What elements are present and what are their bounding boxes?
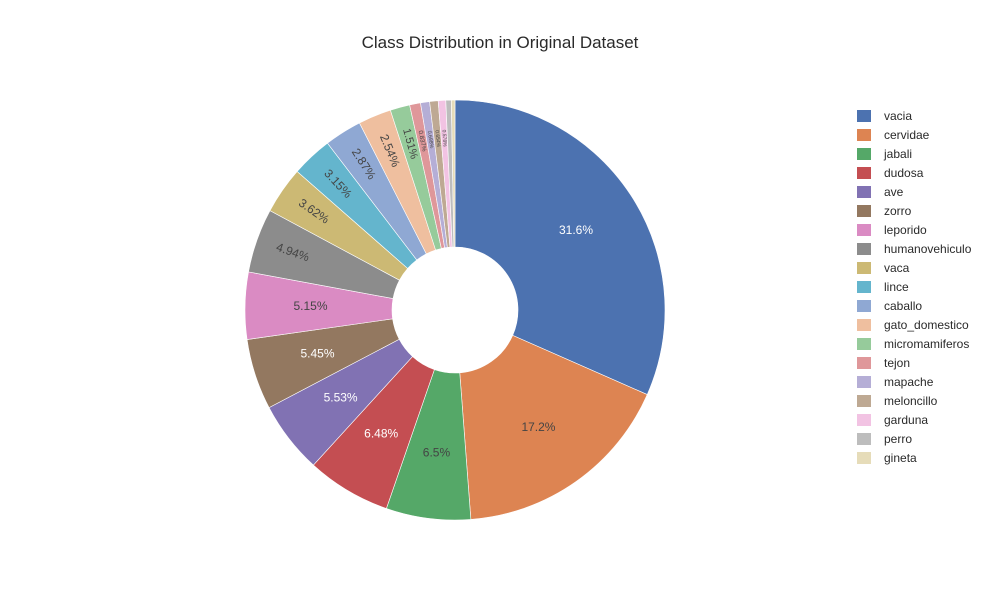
legend-label: micromamiferos: [884, 336, 970, 351]
legend-label: gineta: [884, 450, 917, 465]
legend-item-lince[interactable]: lince: [857, 277, 971, 296]
legend-label: zorro: [884, 203, 912, 218]
legend-item-zorro[interactable]: zorro: [857, 201, 971, 220]
legend-item-vacia[interactable]: vacia: [857, 106, 971, 125]
legend-item-jabali[interactable]: jabali: [857, 144, 971, 163]
legend-label: cervidae: [884, 127, 930, 142]
slice-label-ave: 5.53%: [324, 390, 358, 404]
legend-item-tejon[interactable]: tejon: [857, 353, 971, 372]
legend-swatch: [857, 166, 871, 179]
slice-label-tejon: 0.837%: [417, 130, 428, 153]
legend-swatch: [857, 280, 871, 293]
legend-label: jabali: [884, 146, 913, 161]
legend-item-cervidae[interactable]: cervidae: [857, 125, 971, 144]
legend-label: garduna: [884, 412, 929, 427]
legend-swatch: [857, 242, 871, 255]
legend-item-mapache[interactable]: mapache: [857, 372, 971, 391]
slice-label-mapache: 0.698%: [426, 130, 435, 149]
legend: vacia cervidae jabali dudosa ave zorro leporid…: [857, 106, 971, 467]
legend-item-perro[interactable]: perro: [857, 429, 971, 448]
legend-item-micromamiferos[interactable]: micromamiferos: [857, 334, 971, 353]
legend-item-dudosa[interactable]: dudosa: [857, 163, 971, 182]
legend-item-gato-domestico[interactable]: gato_domestico: [857, 315, 971, 334]
slice-label-jabali: 6.5%: [423, 445, 451, 459]
legend-item-ave[interactable]: ave: [857, 182, 971, 201]
legend-label: humanovehiculo: [884, 241, 972, 256]
slice-label-cervidae: 17.2%: [521, 420, 555, 434]
pie-slice-cervidae[interactable]: [459, 334, 648, 520]
legend-swatch: [857, 413, 871, 426]
legend-swatch: [857, 261, 871, 274]
legend-swatch: [857, 375, 871, 388]
legend-swatch: [857, 147, 871, 160]
legend-label: caballo: [884, 298, 923, 313]
legend-swatch: [857, 128, 871, 141]
legend-swatch: [857, 204, 871, 217]
legend-swatch: [857, 337, 871, 350]
chart-title: Class Distribution in Original Dataset: [361, 33, 639, 52]
legend-swatch: [857, 356, 871, 369]
legend-swatch: [857, 299, 871, 312]
legend-swatch: [857, 394, 871, 407]
slice-label-meloncillo: 0.654%: [433, 130, 441, 148]
pie-slice-vacia[interactable]: [454, 99, 666, 395]
slice-label-vacia: 31.6%: [559, 223, 593, 237]
legend-item-caballo[interactable]: caballo: [857, 296, 971, 315]
legend-label: gato_domestico: [884, 317, 969, 332]
pie-slice-gineta[interactable]: [451, 99, 456, 248]
legend-label: leporido: [884, 222, 927, 237]
legend-label: perro: [884, 431, 913, 446]
legend-item-garduna[interactable]: garduna: [857, 410, 971, 429]
legend-item-gineta[interactable]: gineta: [857, 448, 971, 467]
slice-label-leporido: 5.15%: [294, 299, 328, 313]
slice-label-garduna: 0.578%: [440, 129, 447, 147]
legend-label: dudosa: [884, 165, 924, 180]
legend-swatch: [857, 451, 871, 464]
legend-label: ave: [884, 184, 904, 199]
legend-label: meloncillo: [884, 393, 938, 408]
legend-item-leporido[interactable]: leporido: [857, 220, 971, 239]
slice-label-dudosa: 6.48%: [364, 426, 398, 440]
legend-swatch: [857, 432, 871, 445]
legend-label: mapache: [884, 374, 934, 389]
legend-label: lince: [884, 279, 909, 294]
legend-item-vaca[interactable]: vaca: [857, 258, 971, 277]
legend-label: vaca: [884, 260, 910, 275]
legend-label: tejon: [884, 355, 911, 370]
legend-swatch: [857, 185, 871, 198]
legend-swatch: [857, 223, 871, 236]
legend-item-humanovehiculo[interactable]: humanovehiculo: [857, 239, 971, 258]
legend-swatch: [857, 109, 871, 122]
legend-label: vacia: [884, 108, 913, 123]
slice-label-zorro: 5.45%: [300, 347, 334, 361]
legend-swatch: [857, 318, 871, 331]
legend-item-meloncillo[interactable]: meloncillo: [857, 391, 971, 410]
